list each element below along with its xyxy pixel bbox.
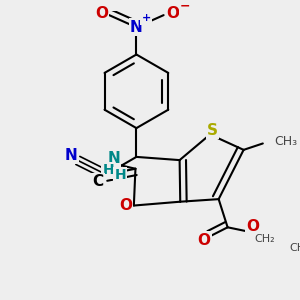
Text: C: C: [92, 174, 104, 189]
Text: +: +: [141, 13, 151, 23]
Text: O: O: [167, 6, 180, 21]
Text: CH₃: CH₃: [274, 135, 297, 148]
Text: O: O: [119, 198, 132, 213]
Text: CH₃: CH₃: [290, 243, 300, 254]
Text: S: S: [207, 122, 218, 137]
Text: N: N: [107, 151, 120, 166]
Text: N: N: [65, 148, 78, 163]
Text: O: O: [246, 219, 259, 234]
Text: N: N: [130, 20, 143, 35]
Text: O: O: [198, 232, 211, 247]
Text: O: O: [95, 6, 108, 21]
Text: H: H: [102, 163, 114, 177]
Text: H: H: [114, 168, 126, 182]
Text: −: −: [180, 0, 190, 13]
Text: CH₂: CH₂: [255, 235, 275, 244]
